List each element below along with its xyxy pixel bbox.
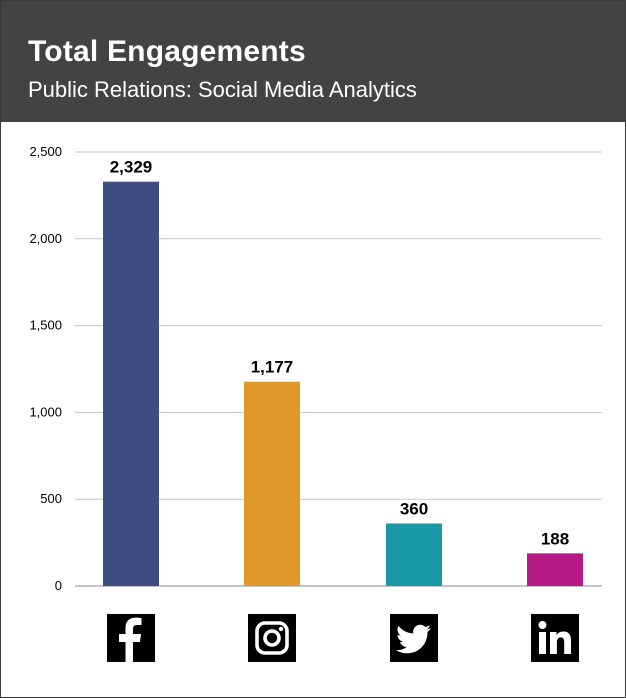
- bar-facebook: [103, 181, 159, 586]
- facebook-icon: [107, 614, 155, 662]
- chart-title: Total Engagements: [28, 35, 306, 68]
- data-label-facebook: 2,329: [110, 158, 153, 177]
- bar-instagram: [244, 381, 300, 586]
- y-tick-label: 500: [40, 491, 62, 506]
- y-tick-label: 2,000: [29, 231, 62, 246]
- data-label-linkedin: 188: [541, 529, 569, 548]
- instagram-icon: [248, 614, 296, 662]
- bar-linkedin: [527, 553, 583, 586]
- data-label-instagram: 1,177: [251, 358, 294, 377]
- y-tick-label: 1,000: [29, 404, 62, 419]
- chart-subtitle: Public Relations: Social Media Analytics: [28, 77, 417, 102]
- y-tick-label: 0: [55, 578, 62, 593]
- chart-header: Total Engagements Public Relations: Soci…: [1, 1, 625, 122]
- data-label-twitter: 360: [400, 500, 428, 519]
- bar-twitter: [386, 523, 442, 586]
- y-tick-label: 1,500: [29, 318, 62, 333]
- y-tick-label: 2,500: [29, 144, 62, 159]
- twitter-icon: [390, 614, 438, 662]
- linkedin-icon: [531, 614, 579, 662]
